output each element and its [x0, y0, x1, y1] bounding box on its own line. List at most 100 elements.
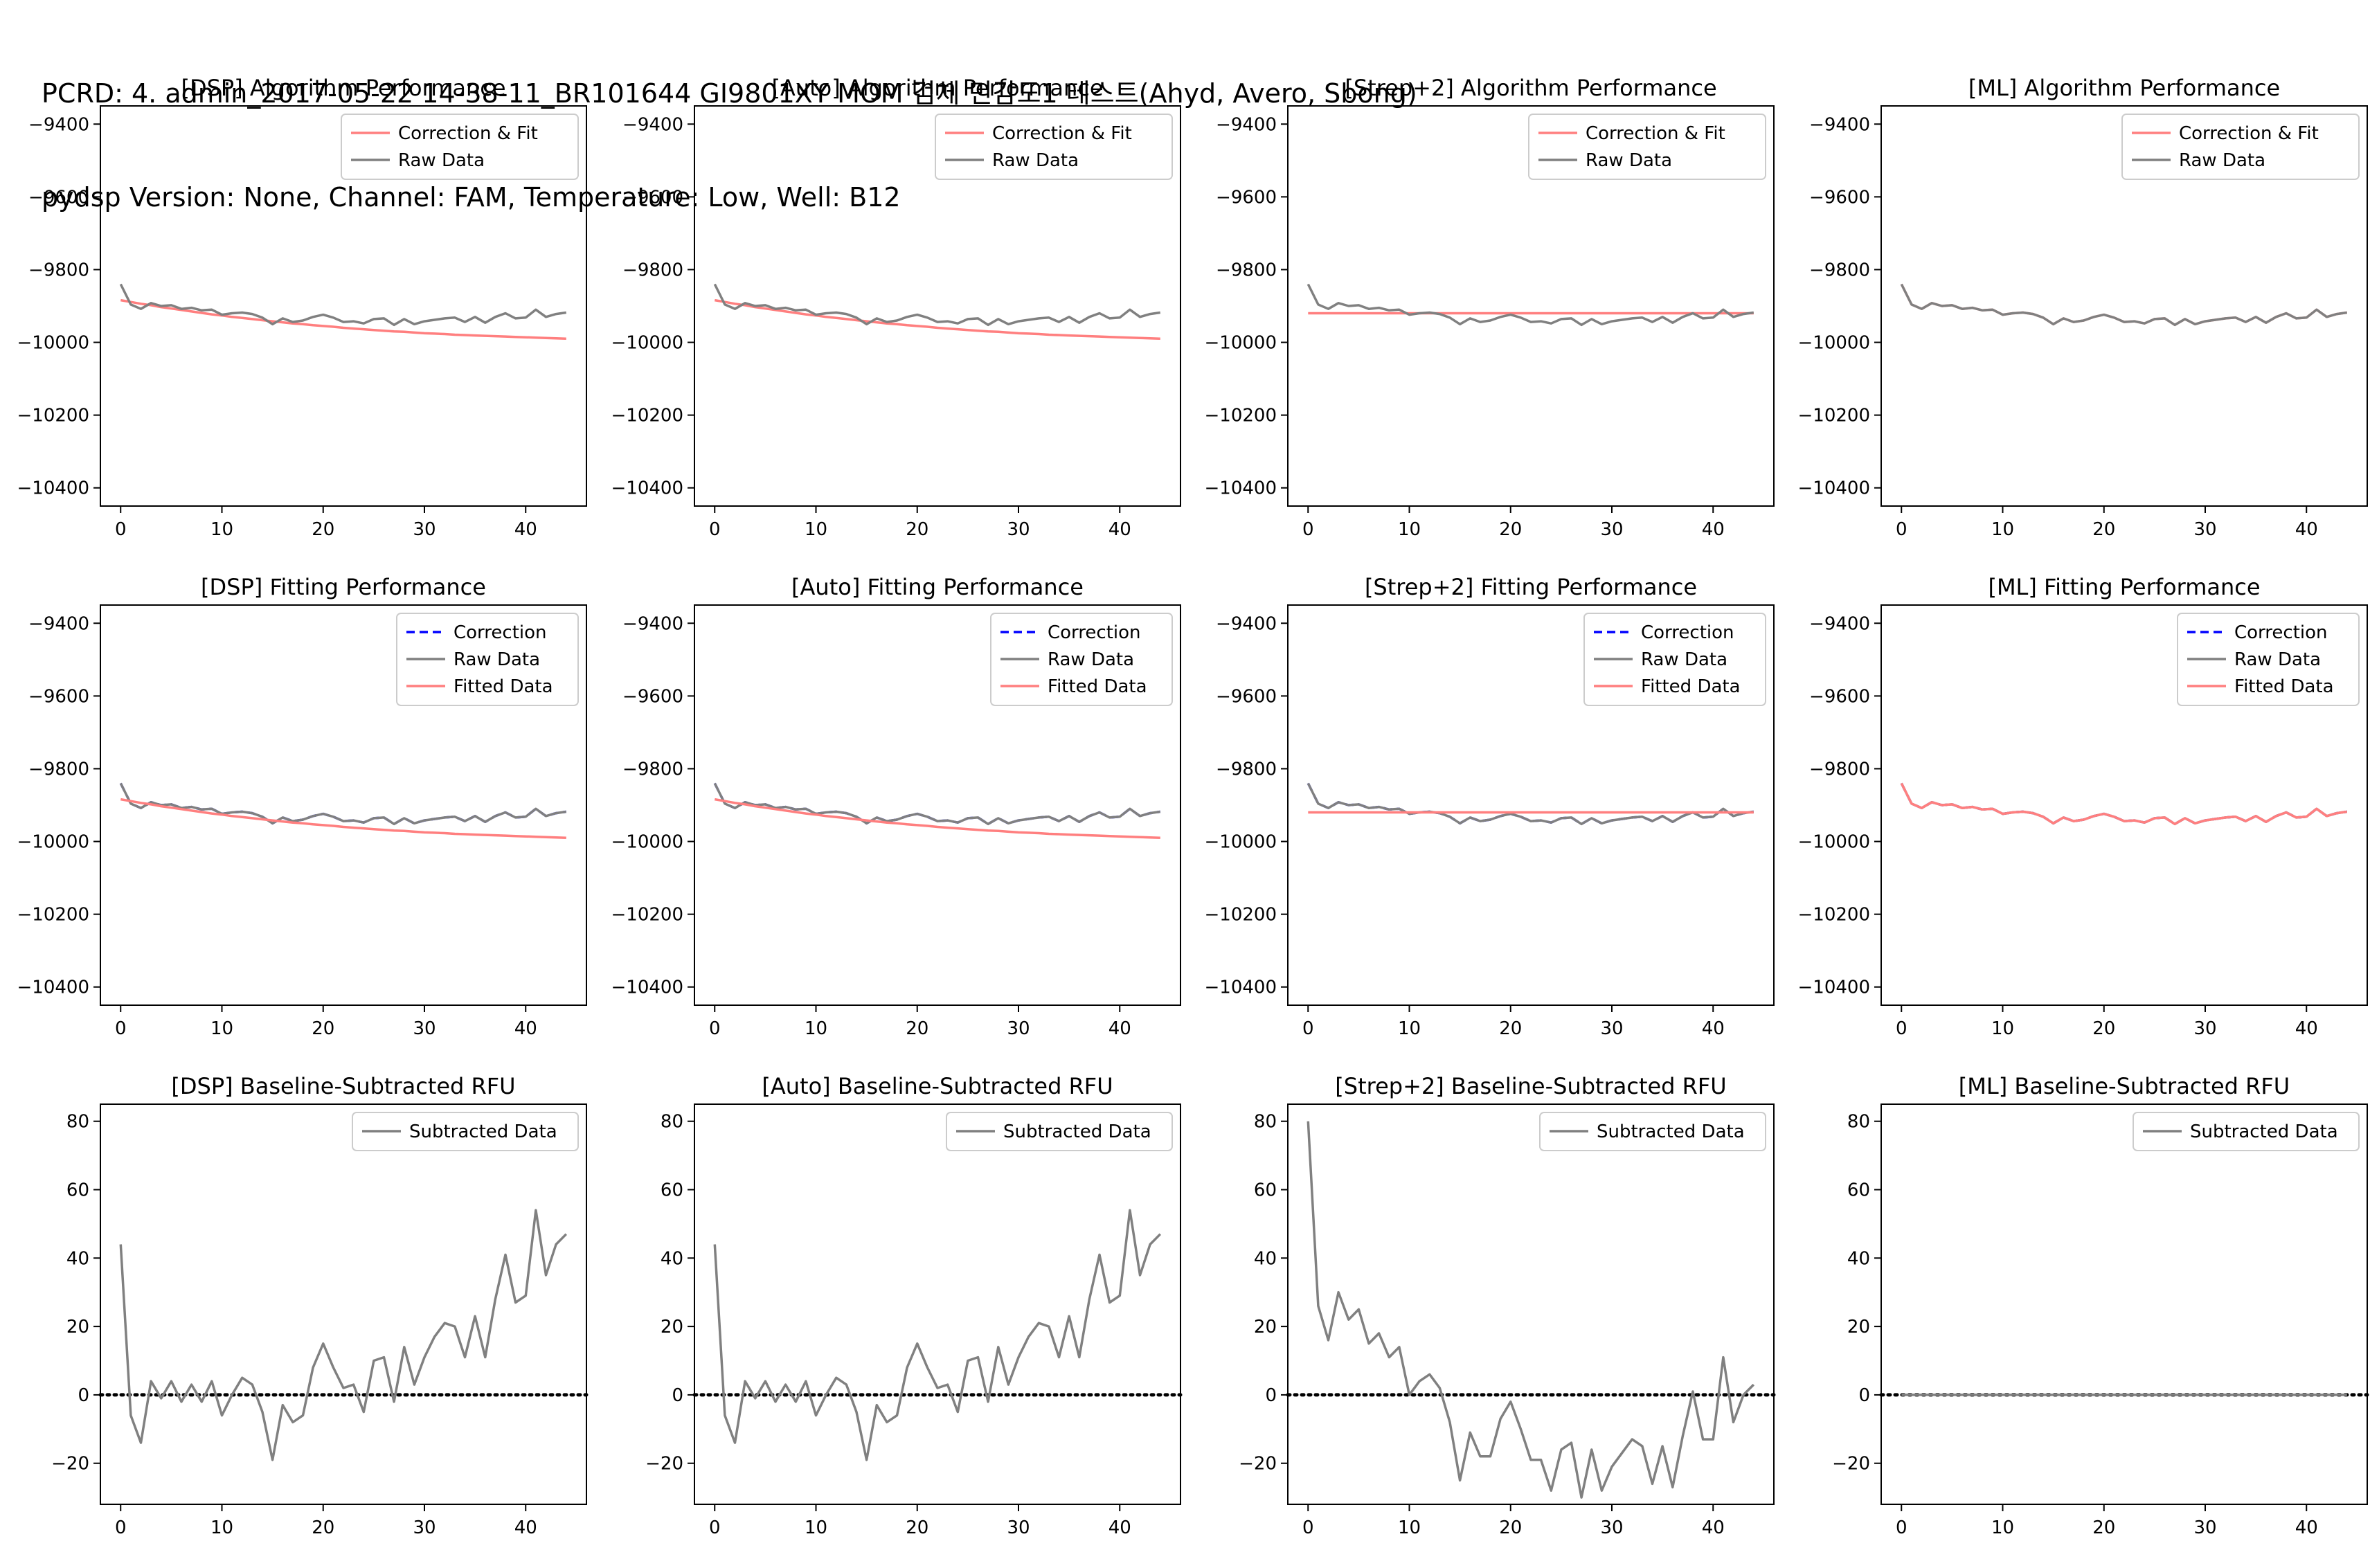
legend-box [990, 613, 1173, 706]
legend-box [1583, 613, 1766, 706]
x-tick-label: 40 [514, 1018, 537, 1039]
axes-frame [1287, 604, 1775, 1006]
x-tick-label: 20 [312, 519, 334, 540]
legend-label: Raw Data [1048, 649, 1134, 670]
x-tick-label: 0 [709, 519, 721, 540]
legend-box [396, 613, 579, 706]
y-tick-label: 20 [1254, 1317, 1277, 1337]
subplot-title: [Strep+2] Fitting Performance [1365, 574, 1697, 600]
x-tick-label: 20 [2092, 1517, 2115, 1538]
y-tick-label: −10000 [1205, 832, 1277, 853]
x-tick-label: 20 [2092, 1018, 2115, 1039]
legend-label: Subtracted Data [409, 1121, 557, 1142]
y-tick-label: −10400 [1205, 977, 1277, 998]
x-tick-label: 10 [805, 1517, 827, 1538]
y-tick-label: −10000 [1798, 832, 1871, 853]
legend-label: Correction & Fit [398, 123, 538, 144]
subplot-title: [Auto] Baseline-Subtracted RFU [762, 1073, 1113, 1099]
y-tick-label: −10000 [611, 832, 684, 853]
series-line [120, 298, 566, 341]
x-tick-label: 10 [1991, 1018, 2014, 1039]
subplot-6: [Auto] Fitting Performance 0 10 20 30 40 −9400… [611, 574, 1181, 1039]
legend: Correction & Fit Raw Data [341, 114, 579, 180]
y-tick-label: −9600 [28, 686, 89, 707]
y-tick-label: −9600 [622, 187, 683, 208]
x-tick-label: 40 [1702, 519, 1725, 540]
y-tick-label: −9400 [1216, 613, 1277, 634]
y-tick-label: 20 [66, 1317, 89, 1337]
legend-label: Correction & Fit [1586, 123, 1725, 144]
y-tick-label: −10200 [611, 406, 684, 426]
x-tick-label: 30 [413, 1517, 436, 1538]
x-tick-label: 30 [1600, 1018, 1623, 1039]
y-tick-label: −10400 [1798, 977, 1871, 998]
series-line [1900, 283, 2348, 327]
y-tick-label: −10000 [17, 832, 90, 853]
legend-label: Correction [2234, 622, 2328, 643]
x-tick-label: 30 [2193, 1517, 2216, 1538]
y-tick-label: −10200 [611, 905, 684, 926]
x-tick-label: 30 [1007, 1517, 1030, 1538]
x-tick-label: 20 [906, 519, 928, 540]
subplot-title: [ML] Baseline-Subtracted RFU [1959, 1073, 2290, 1099]
x-tick-label: 30 [1007, 519, 1030, 540]
y-tick-label: −9600 [622, 686, 683, 707]
subplot-7: [Strep+2] Fitting Performance 0 10 20 30 40 −9… [1205, 574, 1775, 1039]
legend-box [2177, 613, 2360, 706]
series-line [1307, 782, 1754, 826]
y-tick-label: −10200 [1798, 406, 1871, 426]
y-tick-label: −10000 [1798, 333, 1871, 354]
subplot-title: [DSP] Fitting Performance [201, 574, 486, 600]
axes-frame [100, 604, 587, 1006]
series-line [714, 797, 1160, 840]
subplot-title: [Auto] Fitting Performance [791, 574, 1084, 600]
legend-box [341, 114, 579, 180]
x-tick-label: 10 [1398, 519, 1421, 540]
y-tick-label: −9800 [1809, 759, 1870, 780]
y-tick-label: 40 [661, 1248, 683, 1269]
x-tick-label: 0 [115, 519, 127, 540]
legend: Correction & Fit Raw Data [935, 114, 1173, 180]
y-tick-label: −9600 [1216, 686, 1277, 707]
subplot-11: [Strep+2] Baseline-Subtracted RFU 0 10 20 30… [1239, 1073, 1776, 1538]
legend-label: Correction [1641, 622, 1734, 643]
x-tick-label: 20 [1499, 1517, 1522, 1538]
x-tick-label: 20 [312, 1517, 334, 1538]
y-tick-label: −10200 [1205, 905, 1277, 926]
series-line [119, 283, 567, 327]
x-tick-label: 20 [1499, 1018, 1522, 1039]
legend-label: Subtracted Data [1597, 1121, 1745, 1142]
series-line [119, 782, 567, 826]
y-tick-label: −20 [645, 1454, 683, 1475]
subplot-title: [Strep+2] Baseline-Subtracted RFU [1335, 1073, 1726, 1099]
legend: Correction Raw Data Fitted Data [1583, 613, 1766, 706]
legend-label: Correction & Fit [2179, 123, 2319, 144]
x-tick-label: 40 [2295, 1018, 2318, 1039]
subplot-10: [Auto] Baseline-Subtracted RFU 0 10 20 30 40 8… [645, 1073, 1183, 1538]
series-line [714, 298, 1160, 341]
x-tick-label: 40 [1702, 1517, 1725, 1538]
x-tick-label: 10 [805, 519, 827, 540]
legend: Correction Raw Data Fitted Data [990, 613, 1173, 706]
y-tick-label: 60 [661, 1180, 683, 1201]
subplot-2: [Auto] Algorithm Performance 0 10 20 30 40 −94… [611, 75, 1181, 540]
x-tick-label: 40 [1108, 519, 1131, 540]
y-tick-label: 20 [661, 1317, 683, 1337]
series-line [713, 782, 1161, 826]
series-line [1307, 283, 1754, 327]
y-tick-label: −10200 [1798, 905, 1871, 926]
axes-frame [100, 1103, 587, 1505]
axes-frame [100, 105, 587, 507]
x-tick-label: 10 [1991, 1517, 2014, 1538]
legend-box [946, 1112, 1173, 1151]
x-tick-label: 40 [1108, 1517, 1131, 1538]
figure-title-line-1: PCRD: 4. admin_2017-05-22 14-38-11_BR101… [42, 78, 1417, 109]
y-tick-label: 40 [1847, 1248, 1870, 1269]
figure-title-line-2: pydsp Version: None, Channel: FAM, Tempe… [42, 182, 901, 213]
legend-label: Fitted Data [1641, 676, 1741, 697]
x-tick-label: 10 [210, 1517, 233, 1538]
y-tick-label: −9400 [1809, 613, 1870, 634]
axes-frame [1880, 1103, 2368, 1505]
x-tick-label: 10 [1398, 1018, 1421, 1039]
